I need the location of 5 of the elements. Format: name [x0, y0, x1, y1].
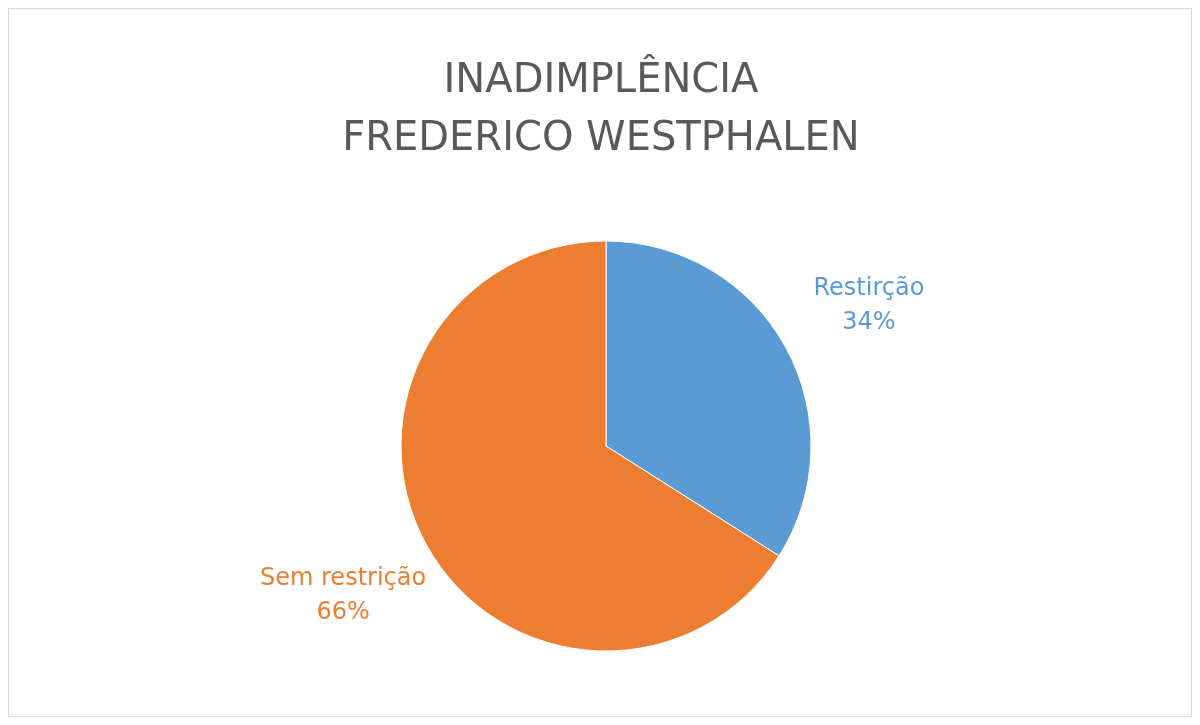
slice-label: Sem restrição: [260, 562, 427, 591]
data-label: 66%: [316, 596, 370, 625]
slice-label: Restirção: [813, 273, 925, 302]
chart-title: INADIMPLÊNCIA FREDERICO WESTPHALEN: [341, 53, 861, 161]
data-label: 34%: [842, 307, 896, 336]
